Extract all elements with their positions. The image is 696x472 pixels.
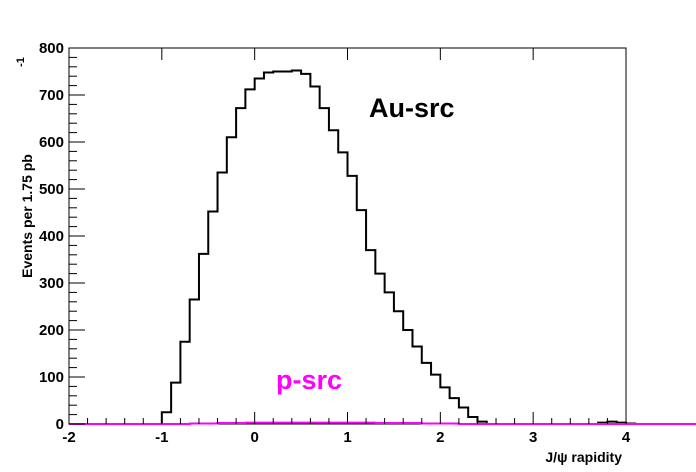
x-tick-label: -1: [155, 429, 168, 446]
annotation-p-src: p-src: [276, 365, 342, 395]
x-tick-label: -2: [62, 429, 75, 446]
y-tick-label: 0: [56, 416, 64, 433]
y-tick-label: 200: [39, 322, 64, 339]
x-tick-label: 3: [529, 429, 537, 446]
y-tick-label: 800: [39, 40, 64, 57]
y-axis-title-superscript: -1: [15, 57, 27, 67]
y-tick-label: 700: [39, 87, 64, 104]
y-tick-label: 400: [39, 228, 64, 245]
x-axis-title: J/ψ rapidity: [545, 449, 622, 465]
y-axis-title: Events per 1.75 pb: [19, 154, 35, 278]
y-tick-label: 500: [39, 181, 64, 198]
x-tick-label: 1: [343, 429, 351, 446]
x-tick-label: 0: [250, 429, 258, 446]
annotation-au-src: Au-src: [369, 93, 455, 123]
y-tick-label: 300: [39, 275, 64, 292]
y-tick-label: 100: [39, 369, 64, 386]
x-tick-label: 2: [436, 429, 444, 446]
x-tick-label: 4: [622, 429, 631, 446]
y-tick-label: 600: [39, 134, 64, 151]
